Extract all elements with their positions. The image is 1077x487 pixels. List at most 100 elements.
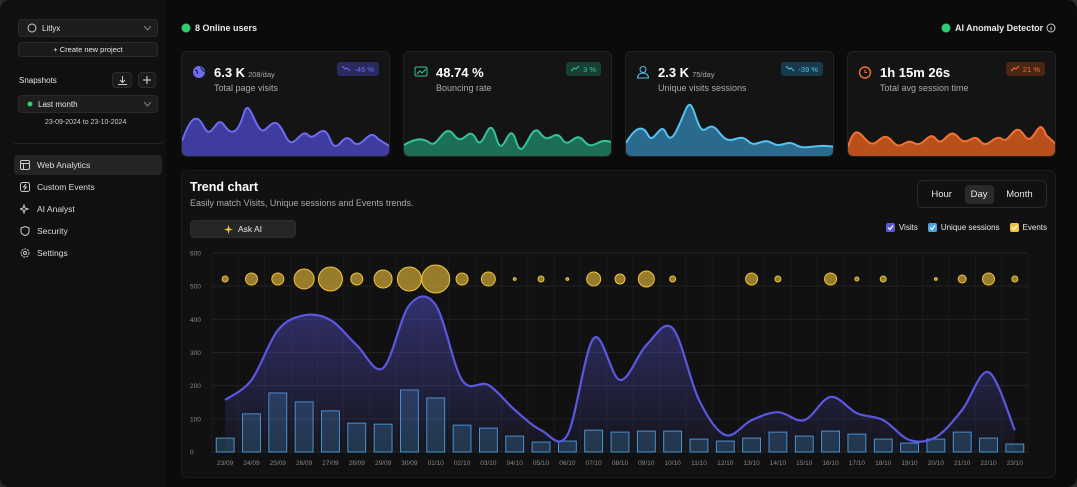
y-tick-label: 0 [190, 450, 194, 457]
kpi-card: 48.74 %Bouncing rate3 % [403, 51, 612, 157]
event-bubble [855, 277, 859, 281]
nav-item[interactable]: Custom Events [14, 177, 162, 197]
trend-badge: -46 % [337, 62, 379, 76]
card-value: 6.3 K208/day [214, 65, 275, 80]
event-bubble [746, 273, 758, 285]
event-bubble [566, 278, 569, 281]
event-bubble [775, 276, 781, 282]
event-bubble [983, 273, 995, 285]
x-tick-label: 19/10 [901, 460, 918, 467]
separator [14, 143, 162, 144]
y-tick-label: 300 [190, 350, 201, 357]
x-tick-label: 10/10 [665, 460, 682, 467]
project-name: Litlyx [42, 24, 60, 33]
event-bubble [825, 273, 837, 285]
y-tick-label: 400 [190, 317, 201, 324]
anomaly-dot [941, 23, 951, 33]
y-tick-label: 500 [190, 284, 201, 291]
x-tick-label: 28/09 [349, 460, 366, 467]
sidebar: Litlyx + Create new project Snapshots La… [0, 0, 166, 487]
x-tick-label: 09/10 [638, 460, 655, 467]
add-snapshot-button[interactable] [138, 72, 156, 88]
x-tick-label: 25/09 [270, 460, 287, 467]
card-value: 2.3 K75/day [658, 65, 715, 80]
event-bubble [958, 275, 966, 283]
x-tick-label: 04/10 [507, 460, 524, 467]
kpi-card: 2.3 K75/day Unique visits sessions -39 % [625, 51, 834, 157]
x-tick-label: 29/09 [375, 460, 392, 467]
trend-value: 21 % [1023, 65, 1040, 74]
card-value-text: 48.74 % [436, 65, 484, 80]
online-dot [181, 23, 191, 33]
event-bubble [374, 270, 392, 288]
online-users: 8 Online users [195, 23, 257, 33]
event-bubble [481, 272, 495, 286]
event-bubble [272, 273, 284, 285]
info-icon[interactable] [1046, 23, 1056, 33]
create-project-button[interactable]: + Create new project [18, 42, 158, 57]
x-tick-label: 08/10 [612, 460, 629, 467]
x-tick-label: 14/10 [770, 460, 787, 467]
trend-arrow [571, 66, 580, 72]
event-bubble [222, 276, 228, 282]
x-tick-label: 16/10 [822, 460, 839, 467]
trend-value: -46 % [354, 65, 374, 74]
card-icon [414, 65, 428, 79]
kpi-card: 1h 15m 26s Total avg session time 21 % [847, 51, 1056, 157]
nav-item[interactable]: AI Analyst [14, 199, 162, 219]
event-bubble [318, 267, 342, 291]
event-bubble [638, 271, 654, 287]
trend-value: 3 % [583, 65, 596, 74]
snapshots-title: Snapshots [19, 76, 57, 85]
x-tick-label: 23/10 [1007, 460, 1024, 467]
x-tick-label: 17/10 [849, 460, 866, 467]
event-bubble [245, 273, 257, 285]
event-bubble [456, 273, 468, 285]
x-tick-label: 15/10 [796, 460, 813, 467]
kpi-card: 6.3 K208/dayTotal page visits-46 % [181, 51, 390, 157]
x-tick-label: 26/09 [296, 460, 313, 467]
nav-label: Web Analytics [37, 160, 90, 170]
snapshot-name: Last month [38, 100, 78, 109]
card-value-text: 2.3 K [658, 65, 689, 80]
x-tick-label: 11/10 [691, 460, 707, 467]
trend-value: -39 % [798, 65, 818, 74]
x-tick-label: 01/10 [428, 460, 445, 467]
x-tick-label: 13/10 [743, 460, 760, 467]
x-tick-label: 18/10 [875, 460, 892, 467]
x-tick-label: 30/09 [401, 460, 418, 467]
nav-label: AI Analyst [37, 204, 75, 214]
x-tick-label: 06/10 [559, 460, 576, 467]
sparkline [848, 99, 1056, 156]
nav-label: Custom Events [37, 182, 95, 192]
nav-item[interactable]: Web Analytics [14, 155, 162, 175]
snapshot-select[interactable]: Last month [18, 95, 158, 113]
nav-item[interactable]: Security [14, 221, 162, 241]
event-bubble [294, 269, 314, 289]
nav-icon [20, 248, 30, 258]
y-tick-label: 200 [190, 383, 201, 390]
x-tick-label: 22/10 [980, 460, 997, 467]
event-bubble [615, 274, 625, 284]
card-value-text: 1h 15m 26s [880, 65, 950, 80]
y-tick-label: 600 [190, 251, 201, 258]
chevron [144, 26, 151, 31]
nav-item[interactable]: Settings [14, 243, 162, 263]
event-bubble [351, 273, 363, 285]
x-tick-label: 07/10 [586, 460, 603, 467]
x-tick-label: 24/09 [243, 460, 260, 467]
event-bubble [587, 272, 601, 286]
event-bubble [670, 276, 676, 282]
anomaly-detector[interactable]: AI Anomaly Detector [955, 23, 1043, 33]
download-button[interactable] [112, 72, 132, 88]
nav-label: Settings [37, 248, 68, 258]
event-bubble [1012, 276, 1018, 282]
card-label: Total avg session time [880, 83, 969, 93]
trend-badge: 21 % [1006, 62, 1045, 76]
x-tick-label: 02/10 [454, 460, 471, 467]
nav-icon [20, 204, 30, 214]
snapshot-range: 23-09-2024 to 23-10-2024 [45, 119, 126, 126]
project-select[interactable]: Litlyx [18, 19, 158, 37]
card-label: Unique visits sessions [658, 83, 747, 93]
